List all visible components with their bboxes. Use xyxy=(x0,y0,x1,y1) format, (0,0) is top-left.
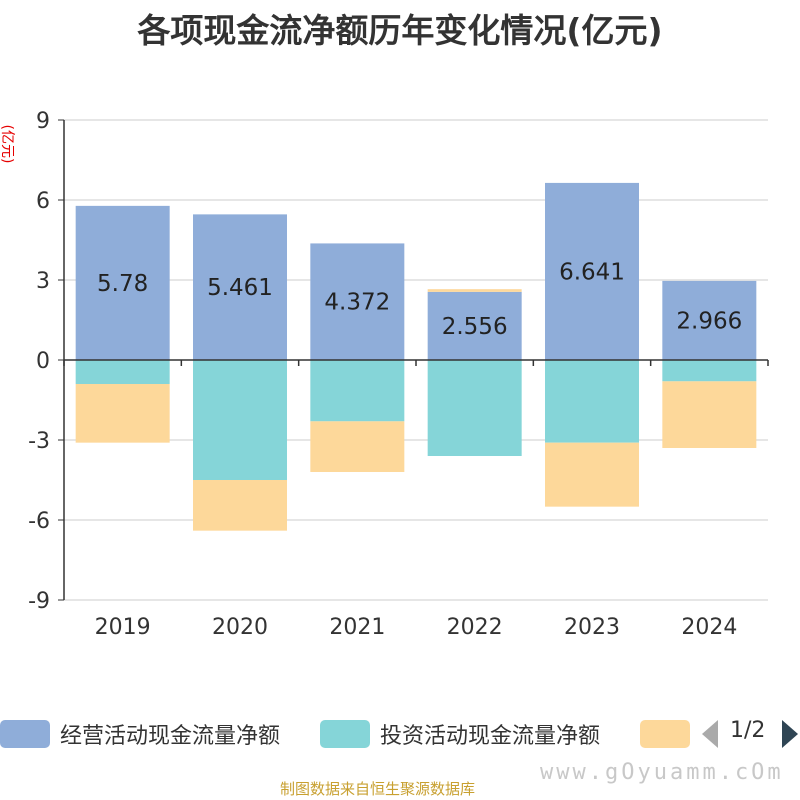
x-tick-label: 2024 xyxy=(681,615,737,640)
legend-swatch xyxy=(0,720,50,748)
bar-operating xyxy=(75,205,170,360)
bar-investing xyxy=(662,360,757,382)
bar-financing xyxy=(427,289,522,292)
bar-investing xyxy=(545,360,639,443)
bar-investing xyxy=(310,360,405,422)
x-tick-label: 2022 xyxy=(447,615,503,640)
bar-financing xyxy=(310,421,405,472)
legend-prev-page-icon[interactable] xyxy=(702,720,718,748)
legend: 经营活动现金流量净额 投资活动现金流量净额 1/2 xyxy=(0,716,800,752)
bar-investing xyxy=(193,360,287,480)
legend-page-indicator: 1/2 xyxy=(730,718,766,743)
legend-label: 投资活动现金流量净额 xyxy=(380,724,601,749)
y-tick-label: -3 xyxy=(28,429,50,454)
bar-operating xyxy=(662,280,757,360)
data-label: 2.556 xyxy=(442,314,508,340)
bar-operating xyxy=(427,291,522,360)
bar-financing xyxy=(545,442,639,507)
watermark-text: www.gOyuamm.cOm xyxy=(540,760,784,785)
y-tick-label: -6 xyxy=(28,509,50,534)
source-note: 制图数据来自恒生聚源数据库 xyxy=(280,780,476,798)
legend-label: 经营活动现金流量净额 xyxy=(60,724,281,749)
bar-operating xyxy=(545,182,639,360)
data-label: 4.372 xyxy=(324,290,390,316)
x-tick-label: 2021 xyxy=(329,615,385,640)
legend-swatch xyxy=(640,720,690,748)
data-label: 5.78 xyxy=(97,271,148,297)
x-tick-label: 2020 xyxy=(212,615,268,640)
bar-investing xyxy=(75,360,170,384)
data-label: 6.641 xyxy=(559,259,625,285)
y-tick-label: 9 xyxy=(36,109,50,134)
y-tick-label: -9 xyxy=(28,589,50,614)
chart-title: 各项现金流净额历年变化情况(亿元) xyxy=(137,11,663,50)
bar-financing xyxy=(75,384,170,443)
y-tick-label: 6 xyxy=(36,189,50,214)
x-tick-label: 2023 xyxy=(564,615,620,640)
bar-financing xyxy=(662,381,757,448)
legend-next-page-icon[interactable] xyxy=(782,720,798,748)
x-tick-label: 2019 xyxy=(95,615,151,640)
data-label: 5.461 xyxy=(207,275,273,301)
data-label: 2.966 xyxy=(676,308,742,334)
y-tick-label: 3 xyxy=(36,269,50,294)
bar-financing xyxy=(193,480,287,531)
bar-chart: 9 6 3 0 -3 -6 -9 5.78 2019 5.461 2020 4.372 2021 2.55… xyxy=(28,109,769,640)
bar-operating xyxy=(310,243,405,360)
legend-swatch xyxy=(320,720,370,748)
bar-operating xyxy=(193,214,287,360)
y-tick-label: 0 xyxy=(36,349,50,374)
bar-investing xyxy=(427,360,522,456)
